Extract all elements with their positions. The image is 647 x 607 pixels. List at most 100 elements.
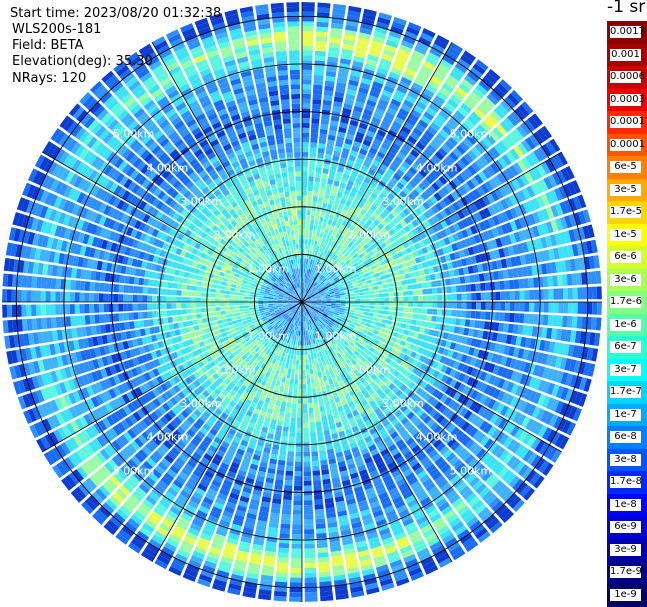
range-gate xyxy=(551,449,562,463)
range-gate xyxy=(334,446,343,454)
range-gate xyxy=(488,374,497,385)
range-gate xyxy=(335,401,342,408)
range-gate xyxy=(555,356,563,369)
range-gate xyxy=(333,312,339,316)
range-gate xyxy=(449,151,459,162)
range-gate xyxy=(311,287,315,292)
range-gate xyxy=(331,282,337,287)
range-gate xyxy=(399,256,406,263)
range-gate xyxy=(396,251,404,258)
range-gate xyxy=(338,332,344,338)
range-gate xyxy=(470,176,480,187)
range-gate xyxy=(416,408,425,418)
range-gate xyxy=(282,426,289,432)
range-gate xyxy=(483,207,492,218)
range-gate xyxy=(555,385,565,399)
range-gate xyxy=(349,307,355,310)
range-gate xyxy=(534,457,546,471)
range-gate xyxy=(230,573,244,582)
range-gate xyxy=(290,354,294,360)
range-gate xyxy=(259,461,268,468)
range-gate xyxy=(287,397,292,404)
range-gate xyxy=(517,324,524,335)
range-gate xyxy=(317,320,322,325)
range-gate xyxy=(504,291,511,301)
range-gate xyxy=(233,564,246,572)
range-gate xyxy=(517,190,527,202)
range-gate xyxy=(302,398,308,404)
range-gate xyxy=(425,274,431,282)
range-gate xyxy=(416,283,423,289)
range-gate xyxy=(401,347,409,354)
range-gate xyxy=(392,94,404,103)
range-gate xyxy=(306,283,309,289)
range-gate xyxy=(496,123,508,136)
range-gate xyxy=(484,72,498,85)
range-gate xyxy=(350,405,357,412)
range-gate xyxy=(302,161,308,167)
range-gate xyxy=(315,523,326,529)
range-gate xyxy=(450,317,456,325)
range-gate xyxy=(424,374,432,383)
range-gate xyxy=(309,147,317,153)
range-gate xyxy=(324,85,334,92)
range-gate xyxy=(445,154,456,165)
range-gate xyxy=(373,436,382,444)
range-gate xyxy=(384,155,393,164)
range-gate xyxy=(529,151,540,165)
range-gate xyxy=(360,302,365,305)
range-gate xyxy=(268,428,275,435)
range-gate xyxy=(366,491,377,500)
range-gate xyxy=(558,342,565,355)
range-gate xyxy=(369,346,375,353)
range-gate xyxy=(416,435,425,444)
range-gate xyxy=(448,204,457,214)
range-gate xyxy=(456,285,462,293)
range-gate xyxy=(306,379,311,385)
range-gate xyxy=(321,305,326,307)
range-gate xyxy=(309,334,312,340)
range-gate xyxy=(352,328,358,333)
range-gate xyxy=(334,336,340,342)
range-gate xyxy=(436,553,450,564)
range-gate xyxy=(322,278,327,283)
range-gate xyxy=(285,407,291,413)
range-gate xyxy=(385,372,393,379)
range-gate xyxy=(465,439,475,450)
range-gate xyxy=(526,240,534,252)
range-gate xyxy=(449,94,462,105)
range-gate xyxy=(321,371,326,377)
range-gate xyxy=(337,72,349,80)
range-gate xyxy=(283,387,289,393)
range-gate xyxy=(404,157,414,166)
range-gate xyxy=(335,239,341,245)
range-gate xyxy=(470,111,482,123)
range-gate xyxy=(550,261,557,274)
range-gate xyxy=(306,302,312,303)
range-gate xyxy=(541,208,550,221)
range-gate xyxy=(375,335,382,341)
range-gate xyxy=(282,499,292,505)
range-gate xyxy=(376,103,387,112)
range-gate xyxy=(321,237,326,244)
range-gate xyxy=(407,266,414,273)
range-gate xyxy=(319,576,332,583)
range-gate xyxy=(479,382,488,393)
range-gate xyxy=(327,178,334,185)
range-gate xyxy=(308,309,312,314)
range-gate xyxy=(410,351,417,359)
range-gate xyxy=(477,507,490,519)
range-gate xyxy=(257,593,272,601)
range-gate xyxy=(523,362,531,374)
range-gate xyxy=(384,302,390,306)
range-gate xyxy=(345,200,352,207)
range-gate xyxy=(320,275,325,281)
range-gate xyxy=(249,558,262,565)
range-gate xyxy=(388,444,397,452)
range-gate xyxy=(583,362,591,376)
range-gate xyxy=(311,299,317,301)
range-gate xyxy=(315,277,319,283)
range-gate xyxy=(483,384,493,395)
range-gate xyxy=(569,359,577,373)
range-gate xyxy=(518,446,530,460)
